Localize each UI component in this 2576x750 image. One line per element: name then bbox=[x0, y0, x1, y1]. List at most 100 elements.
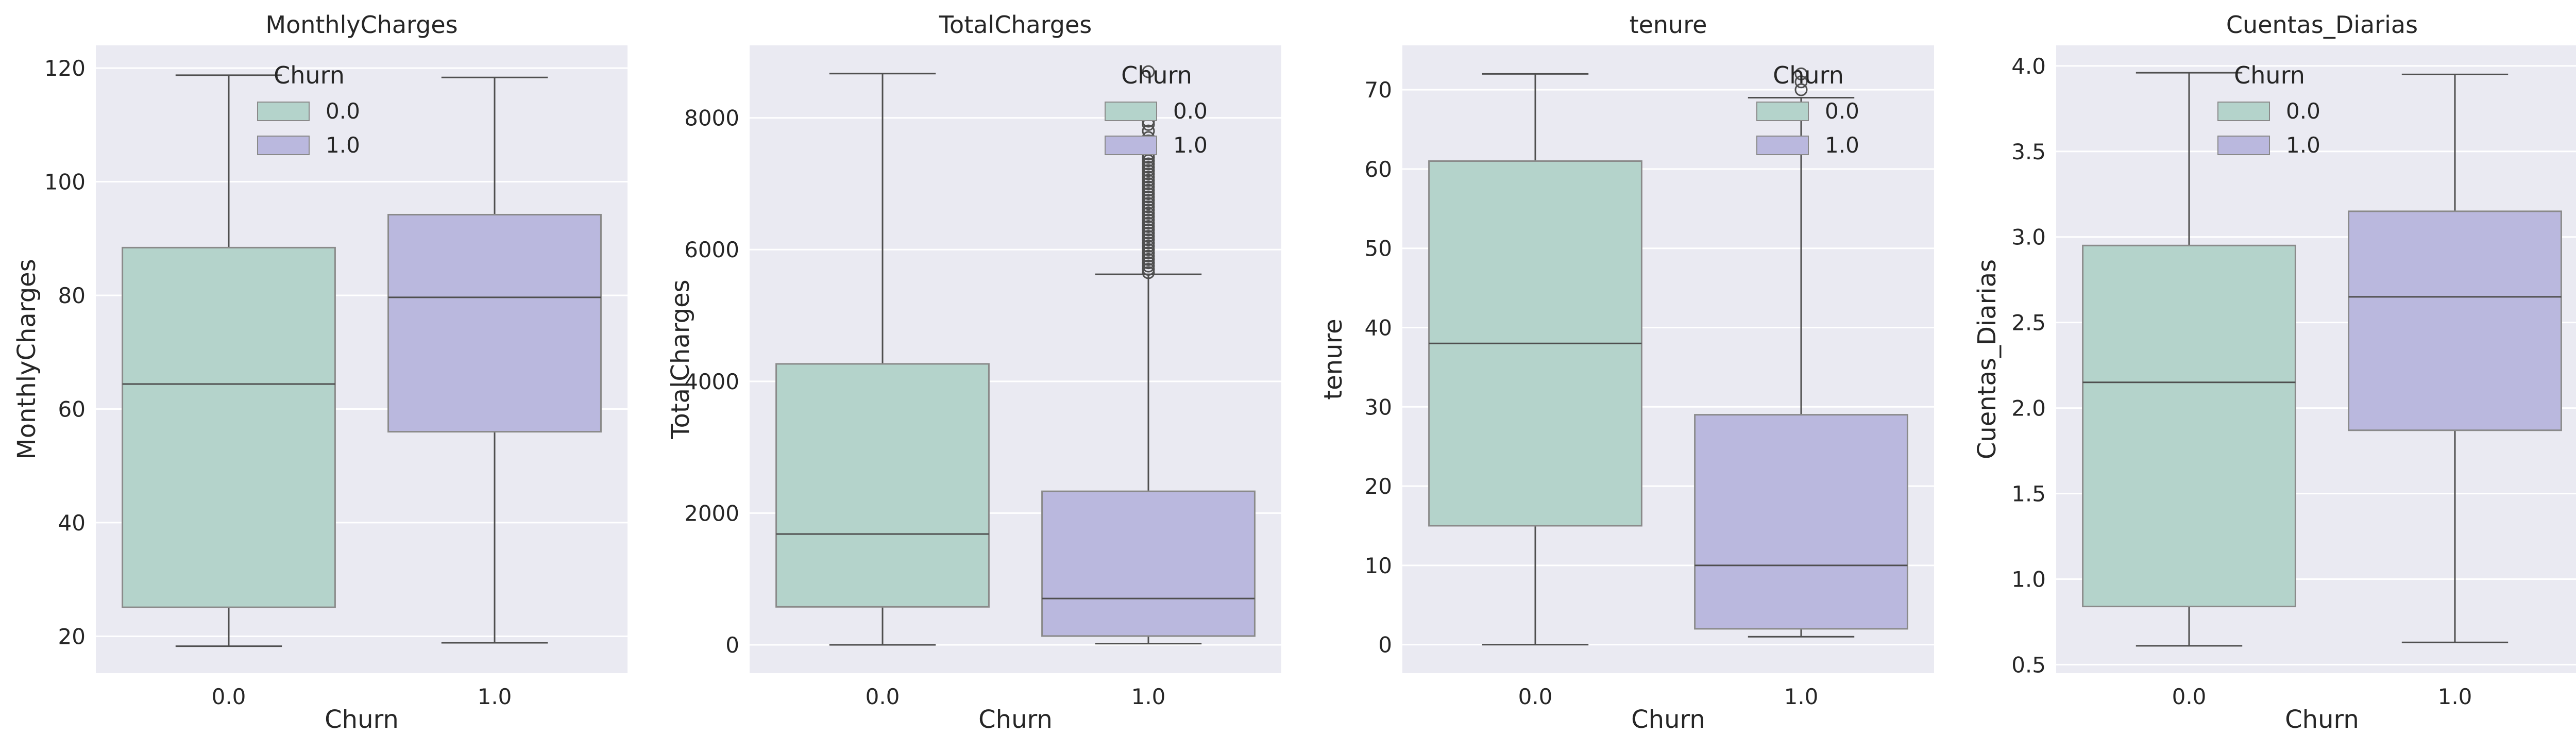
outlier-point bbox=[1142, 65, 1155, 78]
legend: Churn 0.0 1.0 bbox=[257, 61, 360, 158]
legend: Churn 0.0 1.0 bbox=[2217, 61, 2320, 158]
chart-title: TotalCharges bbox=[939, 11, 1092, 39]
legend-title: Churn bbox=[2234, 61, 2305, 89]
outlier-point bbox=[1142, 174, 1155, 187]
legend-entry: 1.0 bbox=[326, 132, 360, 158]
legend-entry: 0.0 bbox=[326, 98, 360, 124]
legend: Churn 0.0 1.0 bbox=[1105, 61, 1208, 158]
outlier-point bbox=[1142, 190, 1155, 204]
legend-swatch bbox=[1756, 136, 1809, 155]
outlier-point bbox=[1142, 157, 1155, 171]
box-0 bbox=[2082, 72, 2296, 647]
outlier-point bbox=[1142, 200, 1155, 213]
outlier-point bbox=[1142, 207, 1155, 220]
box-body bbox=[387, 213, 602, 433]
box-1 bbox=[387, 76, 602, 644]
outlier-point bbox=[1142, 216, 1155, 230]
outlier-point bbox=[1142, 204, 1155, 217]
y-tick-label: 1.5 bbox=[2011, 481, 2046, 507]
legend-title: Churn bbox=[1121, 61, 1192, 89]
x-tick-label: 1.0 bbox=[478, 684, 512, 709]
outlier-point bbox=[1142, 243, 1155, 256]
chart-title: Cuentas_Diarias bbox=[2226, 11, 2418, 39]
y-tick-label: 4.0 bbox=[2011, 54, 2046, 79]
chart-panel-4: 0.5 1.0 1.5 2.0 2.5 3.0 3.5 4.0 0.0 1.0 Cuentas_Di… bbox=[1973, 11, 2576, 734]
legend-swatch bbox=[257, 102, 310, 121]
outlier-point bbox=[1142, 240, 1155, 253]
x-tick-label: 0.0 bbox=[1518, 684, 1553, 709]
y-tick-label: 3.5 bbox=[2011, 139, 2046, 164]
y-tick-label: 0.5 bbox=[2011, 652, 2046, 677]
y-tick-label: 1.0 bbox=[2011, 566, 2046, 592]
y-tick-label: 80 bbox=[58, 283, 86, 308]
box-0 bbox=[122, 74, 336, 647]
y-tick-label: 40 bbox=[1365, 315, 1392, 340]
outlier-point bbox=[1142, 220, 1155, 233]
legend-entry: 1.0 bbox=[1173, 132, 1208, 158]
outlier-point bbox=[1142, 187, 1155, 201]
outlier-point bbox=[1794, 67, 1808, 80]
y-tick-label: 4000 bbox=[684, 369, 739, 394]
x-tick-label: 1.0 bbox=[2438, 684, 2472, 709]
y-tick-label: 100 bbox=[44, 170, 86, 195]
x-axis-label: Churn bbox=[978, 705, 1053, 734]
x-tick-label: 0.0 bbox=[212, 684, 246, 709]
outlier-point bbox=[1142, 197, 1155, 210]
box-0 bbox=[1428, 73, 1642, 646]
legend-swatch bbox=[1756, 102, 1809, 121]
outlier-point bbox=[1142, 230, 1155, 243]
chart-panel-2: 0 2000 4000 6000 8000 0.0 1.0 TotalCharges Churn… bbox=[666, 11, 1281, 734]
y-tick-label: 60 bbox=[58, 396, 86, 422]
y-tick-label: 2.0 bbox=[2011, 396, 2046, 421]
outlier-point bbox=[1142, 259, 1155, 273]
legend-entry: 1.0 bbox=[1825, 132, 1859, 158]
box-body bbox=[122, 246, 336, 608]
x-tick-label: 0.0 bbox=[2172, 684, 2207, 709]
legend-entry: 0.0 bbox=[2286, 98, 2320, 124]
chart-title: tenure bbox=[1630, 11, 1707, 39]
box-body bbox=[2082, 244, 2296, 608]
y-tick-label: 2.5 bbox=[2011, 310, 2046, 336]
chart-panel-3: 0 10 20 30 40 50 60 70 0.0 1.0 tenure Churn tenure Ch… bbox=[1319, 11, 1934, 734]
box-1 bbox=[1694, 67, 1908, 638]
legend-swatch bbox=[2217, 136, 2270, 155]
y-tick-label: 40 bbox=[58, 510, 86, 536]
y-tick-label: 8000 bbox=[684, 106, 739, 131]
x-axis-label: Churn bbox=[2285, 705, 2359, 734]
y-tick-label: 120 bbox=[44, 56, 86, 81]
outlier-point bbox=[1142, 263, 1155, 276]
outlier-point bbox=[1142, 233, 1155, 246]
legend: Churn 0.0 1.0 bbox=[1756, 61, 1859, 158]
chart-title: MonthlyCharges bbox=[265, 11, 457, 39]
outlier-point bbox=[1142, 171, 1155, 184]
legend-entry: 0.0 bbox=[1825, 98, 1859, 124]
outlier-point bbox=[1794, 83, 1808, 96]
y-tick-label: 20 bbox=[58, 624, 86, 649]
y-axis-label: MonthlyCharges bbox=[12, 259, 41, 459]
outlier-point bbox=[1142, 266, 1155, 279]
y-tick-label: 50 bbox=[1365, 236, 1392, 261]
y-tick-label: 0 bbox=[1378, 632, 1392, 658]
box-0 bbox=[775, 73, 990, 646]
legend-swatch bbox=[2217, 102, 2270, 121]
outlier-point bbox=[1142, 180, 1155, 194]
outlier-point bbox=[1142, 246, 1155, 260]
legend-swatch bbox=[257, 136, 310, 155]
outlier-point bbox=[1142, 213, 1155, 227]
outlier-point bbox=[1794, 75, 1808, 89]
y-axis-label: Cuentas_Diarias bbox=[1973, 259, 2002, 459]
y-tick-label: 60 bbox=[1365, 157, 1392, 182]
outlier-point bbox=[1142, 210, 1155, 223]
outlier-point bbox=[1142, 184, 1155, 197]
outlier-point bbox=[1142, 167, 1155, 180]
box-body bbox=[2348, 210, 2562, 431]
legend-title: Churn bbox=[1773, 61, 1844, 89]
box-body bbox=[775, 363, 990, 608]
x-tick-label: 1.0 bbox=[1784, 684, 1819, 709]
y-tick-label: 10 bbox=[1365, 553, 1392, 578]
outlier-point bbox=[1142, 177, 1155, 190]
x-tick-label: 1.0 bbox=[1131, 684, 1166, 709]
y-tick-label: 2000 bbox=[684, 501, 739, 526]
y-tick-label: 70 bbox=[1365, 77, 1392, 103]
